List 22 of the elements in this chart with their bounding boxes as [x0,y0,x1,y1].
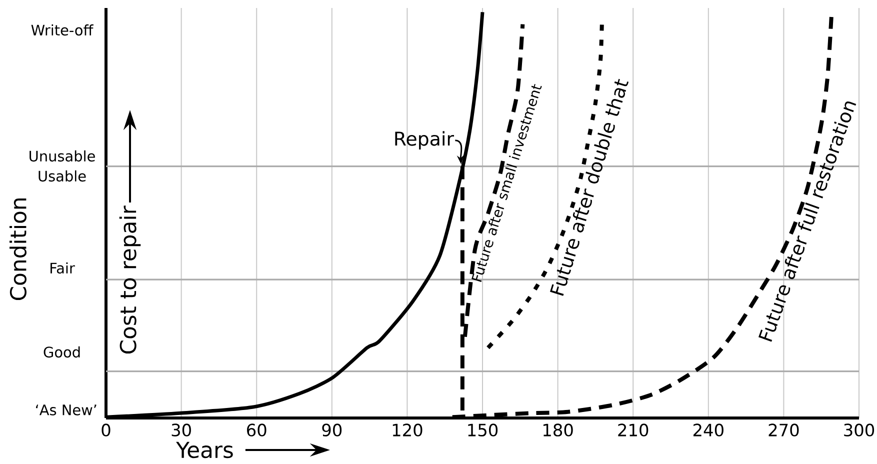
text: Unusable [30,150,95,162]
text: Usable [38,170,86,182]
x-tick-label: 180 [544,424,573,436]
annotation: Cost to repair [119,206,141,354]
text: Good [44,346,80,358]
x-tick-label: 120 [392,424,422,436]
x-tick-label: 0 [102,424,110,436]
x-tick-label: 90 [322,424,342,436]
text: Fair [50,262,75,274]
x-axis-title: Years [176,442,233,458]
x-tick-label: 300 [844,424,874,436]
x-tick-label: 60 [247,424,266,436]
x-tick-label: 210 [618,424,648,436]
x-tick-label: 270 [768,424,799,436]
annotation: Repair [395,131,454,150]
text: Future after double that [550,78,629,296]
x-tick-label: 150 [468,424,498,436]
text: Write-off [31,24,94,36]
text: ‘As New’ [36,404,96,416]
x-tick-label: 240 [693,424,724,436]
y-axis-title: Condition [10,198,26,300]
x-tick-label: 30 [172,424,191,436]
